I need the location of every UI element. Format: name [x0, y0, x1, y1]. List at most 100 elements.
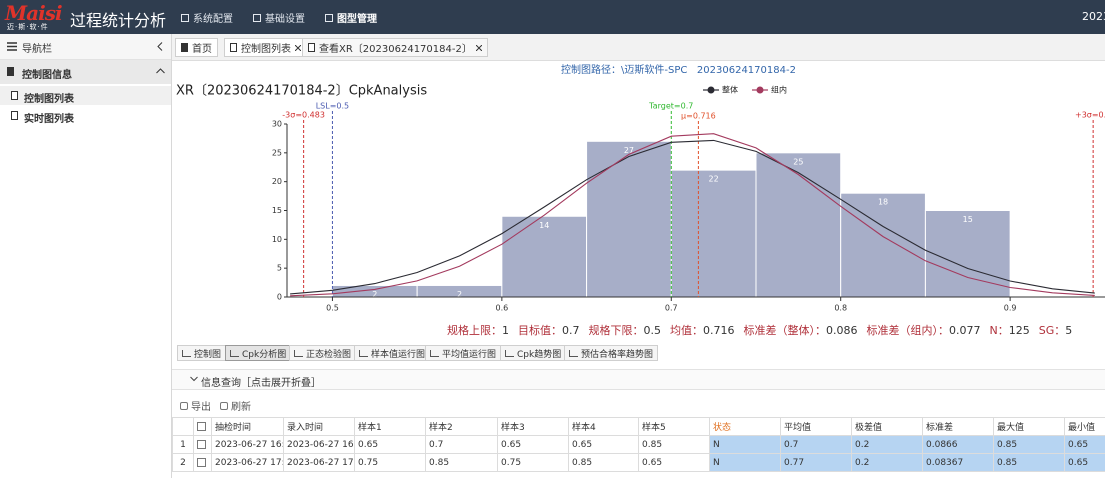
stat-value: 5	[1065, 324, 1073, 337]
button-icon	[180, 401, 188, 410]
table-cell: N	[709, 453, 781, 472]
y-tick-label: 5	[277, 264, 282, 273]
menu-label: 图型管理	[337, 14, 377, 25]
column-header: 样本3	[497, 417, 569, 436]
bar	[755, 152, 842, 298]
clock: 2023	[1082, 10, 1105, 23]
sidebar-item[interactable]: 控制图列表	[0, 86, 171, 105]
stats-line: 规格上限：1 目标值：0.7 规格下限：0.5 均值：0.716 标准差（整体）：0.0…	[447, 322, 1081, 338]
stat-value: 0.716	[703, 324, 735, 337]
button-label: 导出	[191, 402, 211, 413]
table-cell: 0.85	[993, 435, 1065, 454]
stat-label: 均值：	[670, 324, 703, 337]
tab-icon	[308, 43, 315, 52]
item-icon	[11, 111, 18, 120]
y-tick-label: 0	[277, 293, 282, 302]
item-label: 控制图列表	[24, 94, 74, 105]
chart-tab[interactable]: Cpk趋势图	[500, 345, 567, 361]
chart-tab[interactable]: 平均值运行图	[425, 345, 502, 361]
table-cell: 0.2	[851, 435, 923, 454]
sidebar: 导航栏 控制图信息 控制图列表 实时图列表	[0, 34, 172, 478]
collapse-icon[interactable]	[157, 42, 163, 51]
table-cell: 0.85	[425, 453, 498, 472]
legend-marker	[707, 86, 715, 94]
checkbox-cell	[193, 453, 212, 472]
table-cell: 0.65	[354, 435, 426, 454]
y-tick-label: 30	[272, 120, 282, 129]
stat-label: 规格上限：	[447, 324, 502, 337]
toolbar-button[interactable]: 刷新	[220, 398, 251, 413]
column-header: 样本1	[354, 417, 426, 436]
fold-icon	[190, 376, 198, 382]
column-header: 样本5	[638, 417, 710, 436]
menu-label: 系统配置	[193, 14, 233, 25]
x-tick-label: 0.5	[326, 304, 339, 313]
column-header: 抽检时间	[211, 417, 284, 436]
stat-value: 0.086	[826, 324, 858, 337]
table-cell: 0.08367	[922, 453, 994, 472]
close-icon[interactable]	[295, 44, 301, 51]
tab-label: 控制图列表	[241, 44, 291, 55]
bar-label: 25	[793, 157, 803, 166]
menu-icon	[7, 42, 17, 51]
checkbox[interactable]	[197, 457, 206, 467]
column-header: 极差值	[851, 417, 923, 436]
column-header: 样本2	[425, 417, 498, 436]
sidebar-item[interactable]: 实时图列表	[0, 106, 171, 125]
reference-label: +3σ=0.9	[1075, 111, 1105, 120]
stat-label: 规格下限：	[588, 324, 644, 337]
reference-label: μ=0.716	[681, 112, 716, 121]
checkbox[interactable]	[197, 421, 206, 431]
table-cell: 2023-06-27 17:08	[211, 453, 284, 472]
top-bar: Maisi 迈·斯·软·件 过程统计分析 2023 系统配置 基础设置 图型管理	[0, 0, 1105, 34]
tab[interactable]: 查看XR〔20230624170184-2〕	[302, 38, 488, 57]
reference-label: -3σ=0.483	[282, 111, 325, 120]
checkbox[interactable]	[197, 439, 206, 449]
table-cell: 2023-06-27 16:07	[211, 435, 284, 454]
column-header: 最小值	[1064, 417, 1105, 436]
sidebar-group[interactable]: 控制图信息	[0, 60, 171, 84]
index-header	[172, 417, 194, 436]
stat-value: 0.5	[643, 324, 662, 337]
toolbar-button[interactable]: 导出	[180, 398, 211, 413]
menu-item[interactable]: 系统配置	[181, 10, 233, 25]
chart-tab-label: Cpk趋势图	[517, 349, 562, 360]
group-icon	[7, 67, 14, 76]
table-cell: 0.65	[638, 453, 710, 472]
menu-icon	[253, 13, 261, 22]
chart-tab[interactable]: 样本值运行图	[354, 345, 431, 361]
bar	[840, 192, 926, 298]
info-header[interactable]: 信息查询［点击展开折叠］	[172, 369, 1105, 390]
chart-tab[interactable]: Cpk分析图	[225, 345, 292, 361]
logo-subtitle: 迈·斯·软·件	[7, 23, 49, 31]
chart-tab[interactable]: 预估合格率趋势图	[564, 345, 659, 361]
table-cell: 0.0866	[922, 435, 994, 454]
tab[interactable]: 控制图列表	[224, 38, 307, 57]
stat-value: 125	[1008, 324, 1030, 337]
reference-label: Target=0.7	[648, 102, 693, 111]
data-table: 抽检时间 录入时间 样本1 样本2 样本3 样本4 样本5 状态 平均值 极差值 标准差 最大值 最小值…	[172, 417, 1105, 472]
chart-tab[interactable]: 控制图	[177, 345, 227, 361]
tab-icon	[230, 43, 237, 52]
menu-label: 基础设置	[265, 14, 305, 25]
tab-label: 首页	[192, 44, 212, 55]
menu-item[interactable]: 基础设置	[253, 10, 305, 25]
row-index: 2	[172, 453, 194, 472]
y-tick-label: 15	[272, 206, 282, 215]
chart-tab-icon	[182, 349, 191, 357]
chart-tab[interactable]: 正态检验图	[289, 345, 357, 361]
y-tick-label: 10	[272, 235, 282, 244]
menu-item[interactable]: 图型管理	[325, 10, 377, 25]
table-cell: 2023-06-27 16:07	[283, 435, 355, 454]
tab[interactable]: 首页	[175, 38, 218, 57]
table-cell: 0.7	[780, 435, 852, 454]
bar-label: 2	[372, 290, 377, 299]
button-icon	[220, 401, 228, 410]
header-row: 抽检时间 录入时间 样本1 样本2 样本3 样本4 样本5 状态 平均值 极差值 标准差 最大值 最小值	[172, 417, 1105, 436]
table-cell: 0.75	[497, 453, 569, 472]
table-cell: 0.2	[851, 453, 923, 472]
close-icon[interactable]	[475, 44, 482, 51]
